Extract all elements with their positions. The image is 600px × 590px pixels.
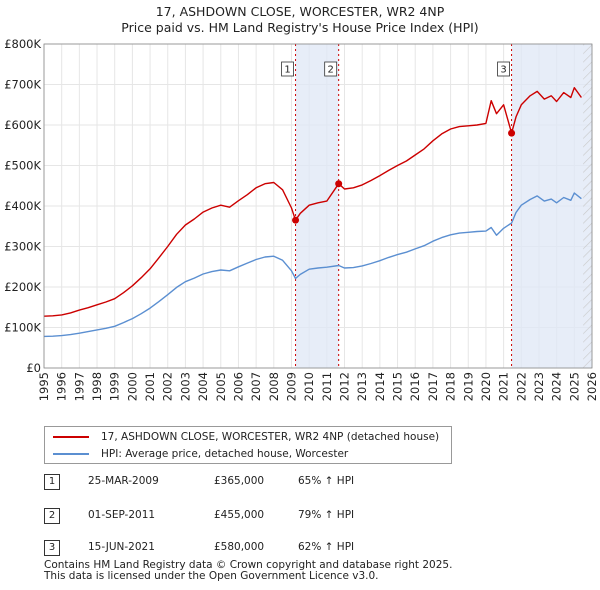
x-tick-label: 2023: [532, 372, 546, 401]
sale-date: 01-SEP-2011: [88, 509, 156, 521]
x-tick-label: 2015: [391, 372, 405, 401]
x-tick-label: 2016: [408, 372, 422, 401]
legend-item-hpi: HPI: Average price, detached house, Worc…: [53, 446, 348, 462]
chart-title-line1: 17, ASHDOWN CLOSE, WORCESTER, WR2 4NP: [155, 4, 445, 19]
chart-title-line2: Price paid vs. HM Land Registry's House …: [121, 20, 479, 35]
x-tick-label: 2008: [267, 372, 281, 401]
sale-annotation-box: [324, 61, 338, 77]
shaded-regions: [295, 44, 592, 368]
sale-markers: 1 2 3: [281, 61, 516, 224]
y-tick-label: £200K: [4, 280, 41, 294]
x-tick-label: 2006: [232, 372, 246, 401]
y-tick-label: £300K: [4, 240, 41, 254]
x-tick-label: 2011: [320, 372, 334, 401]
x-tick-label: 1999: [108, 372, 122, 401]
sale-price: £455,000: [214, 509, 265, 521]
x-tick-label: 2001: [143, 372, 157, 401]
y-tick-label: £700K: [4, 78, 41, 92]
legend-swatch-property: [53, 436, 89, 438]
x-tick-label: 2018: [444, 372, 458, 401]
table-row: 1 25-MAR-2009 £365,000 65% ↑ HPI: [40, 472, 440, 492]
x-tick-label: 2014: [373, 372, 387, 401]
y-tick-label: £0: [26, 361, 41, 375]
x-tick-label: 2022: [514, 372, 528, 401]
x-tick-label: 2026: [585, 372, 599, 401]
x-tick-label: 2013: [355, 372, 369, 401]
footer-copyright: Contains HM Land Registry data © Crown c…: [44, 559, 453, 571]
x-tick-label: 2020: [479, 372, 493, 401]
hatched-region: [583, 44, 592, 368]
sale-point: [508, 129, 516, 137]
plot-frame: [43, 43, 593, 369]
x-tick-label: 2003: [178, 372, 192, 401]
x-tick-label: 2005: [214, 372, 228, 401]
sale-price: £580,000: [214, 541, 265, 553]
legend-swatch-hpi: [53, 453, 89, 455]
y-tick-label: £800K: [4, 37, 41, 51]
x-tick-label: 2024: [550, 372, 564, 401]
series-line-hpi: [43, 192, 582, 338]
footer: Contains HM Land Registry data © Crown c…: [44, 560, 452, 582]
price-chart: 1 2 3 £0 £100K £200K £300K £400K £500K £600K £700…: [4, 37, 599, 401]
x-tick-label: 2019: [461, 372, 475, 401]
shaded-region: [511, 44, 592, 368]
x-tick-label: 2017: [426, 372, 440, 401]
x-tick-label: 2004: [196, 372, 210, 401]
x-tick-label: 2000: [125, 372, 139, 401]
footer-licence: This data is licensed under the Open Gov…: [44, 570, 379, 582]
x-tick-label: 1995: [37, 372, 51, 401]
legend-label-hpi: HPI: Average price, detached house, Worc…: [101, 448, 349, 460]
sale-annotation-label: 3: [500, 65, 506, 76]
sale-annotation-label: 2: [327, 65, 333, 76]
y-tick-label: £500K: [4, 159, 41, 173]
x-tick-label: 2009: [285, 372, 299, 401]
x-tick-label: 1996: [55, 372, 69, 401]
x-tick-label: 2002: [161, 372, 175, 401]
y-tick-label: £600K: [4, 118, 41, 132]
sale-hpi-diff: 62% ↑ HPI: [298, 541, 355, 553]
x-tick-label: 2010: [302, 372, 316, 401]
x-tick-label: 1997: [72, 372, 86, 401]
x-tick-label: 2012: [338, 372, 352, 401]
x-tick-label: 2007: [249, 372, 263, 401]
sale-hpi-diff: 79% ↑ HPI: [298, 509, 355, 521]
sale-hpi-diff: 65% ↑ HPI: [298, 475, 355, 487]
sale-date: 15-JUN-2021: [88, 541, 155, 553]
x-tick-label: 2025: [567, 372, 581, 401]
table-row: 2 01-SEP-2011 £455,000 79% ↑ HPI: [40, 506, 440, 526]
legend-item-property: 17, ASHDOWN CLOSE, WORCESTER, WR2 4NP (d…: [53, 429, 439, 445]
table-row: 3 15-JUN-2021 £580,000 62% ↑ HPI: [40, 538, 440, 558]
sale-price: £365,000: [214, 475, 265, 487]
sale-number-badge: 2: [44, 508, 60, 524]
sale-annotation-box: [497, 61, 510, 77]
sale-number-badge: 3: [44, 540, 60, 556]
chart-title: 17, ASHDOWN CLOSE, WORCESTER, WR2 4NP Pr…: [0, 4, 600, 36]
sale-annotation-label: 1: [284, 65, 290, 76]
sale-number-badge: 1: [44, 474, 60, 490]
x-tick-label: 2021: [497, 372, 511, 401]
sale-point: [292, 216, 300, 224]
legend: 17, ASHDOWN CLOSE, WORCESTER, WR2 4NP (d…: [44, 426, 452, 464]
sale-date: 25-MAR-2009: [88, 475, 159, 487]
sale-annotation-box: [281, 61, 294, 77]
y-tick-label: £400K: [4, 199, 41, 213]
legend-label-property: 17, ASHDOWN CLOSE, WORCESTER, WR2 4NP (d…: [101, 431, 440, 443]
shaded-region: [295, 44, 339, 368]
axes: £0 £100K £200K £300K £400K £500K £600K £700K £80…: [4, 37, 599, 401]
sale-point: [335, 180, 343, 188]
x-tick-label: 1998: [90, 372, 104, 401]
y-tick-label: £100K: [4, 321, 41, 335]
